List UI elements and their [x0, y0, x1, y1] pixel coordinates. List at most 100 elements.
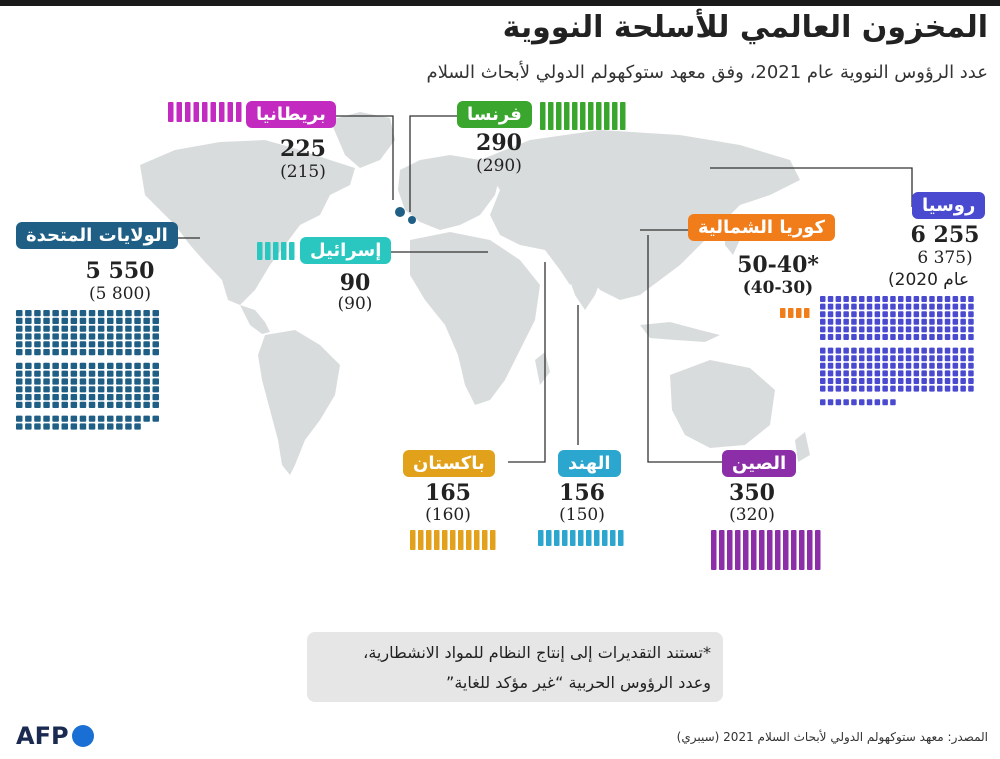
- warhead-icon: [79, 325, 87, 332]
- warhead-icon: [88, 386, 96, 393]
- warhead-icon: [586, 530, 592, 546]
- warhead-icon: [913, 385, 920, 392]
- warhead-icon: [25, 333, 32, 340]
- map-greenland: [330, 112, 395, 168]
- warhead-icon: [25, 394, 32, 401]
- warhead-icon: [913, 370, 920, 377]
- warhead-icon: [890, 370, 896, 377]
- value-uk: 225: [280, 136, 326, 162]
- warhead-icon: [851, 385, 857, 392]
- warhead-icon: [52, 333, 59, 340]
- warhead-icon: [882, 378, 888, 384]
- warhead-icon: [851, 370, 857, 377]
- warhead-icon: [570, 530, 576, 546]
- warhead-icon: [921, 334, 927, 340]
- warhead-icon: [107, 325, 114, 332]
- warhead-icon: [960, 311, 966, 318]
- map-new-zealand: [795, 432, 810, 462]
- warhead-icon: [960, 296, 966, 302]
- warhead-icon: [960, 347, 966, 354]
- warhead-icon: [152, 401, 159, 408]
- warhead-icon: [807, 530, 813, 570]
- pictogram-icons: [16, 102, 974, 570]
- warhead-icon: [604, 102, 610, 130]
- warhead-icon: [116, 349, 123, 356]
- warhead-icon: [905, 385, 912, 392]
- warhead-icon: [88, 362, 96, 369]
- warhead-icon: [602, 530, 608, 546]
- warhead-icon: [52, 349, 59, 356]
- warhead-icon: [929, 362, 935, 369]
- warhead-icon: [79, 317, 87, 324]
- warhead-icon: [937, 303, 943, 310]
- warhead-icon: [866, 399, 873, 406]
- label-pakistan: باكستان: [403, 450, 495, 477]
- value-north-korea: 50-40*: [737, 252, 819, 278]
- afp-logo-text: AFP: [16, 722, 69, 750]
- warhead-icon: [210, 102, 216, 122]
- warhead-icon: [61, 341, 68, 348]
- warhead-icon: [820, 378, 826, 384]
- value-china: 350: [729, 480, 775, 506]
- warhead-icon: [866, 303, 873, 310]
- warhead-icon: [43, 317, 50, 324]
- afp-logo: AFP: [16, 722, 94, 750]
- warhead-icon: [34, 333, 41, 340]
- warhead-icon: [16, 394, 23, 401]
- warhead-icon: [43, 370, 50, 377]
- warhead-icon: [960, 303, 966, 310]
- warhead-icon: [79, 394, 87, 401]
- warhead-icon: [874, 378, 881, 384]
- warhead-icon: [107, 378, 114, 385]
- warhead-icon: [898, 311, 904, 318]
- warhead-icon: [874, 326, 881, 333]
- warhead-icon: [960, 385, 966, 392]
- warhead-icon: [835, 399, 842, 406]
- warhead-icon: [944, 311, 951, 318]
- warhead-icon: [952, 370, 959, 377]
- warhead-icon: [905, 378, 912, 384]
- line-china: [647, 235, 724, 463]
- warhead-icon: [88, 325, 96, 332]
- warhead-icon: [70, 415, 78, 422]
- warhead-icon: [43, 423, 50, 430]
- prev-israel: (90): [337, 294, 373, 314]
- warhead-icon: [52, 310, 59, 317]
- warhead-icon: [34, 423, 41, 430]
- warhead-icon: [442, 530, 448, 550]
- warhead-icon: [88, 370, 96, 377]
- warhead-icon: [152, 370, 159, 377]
- warhead-icon: [97, 386, 105, 393]
- warhead-icon: [97, 378, 105, 385]
- warhead-icon: [827, 326, 834, 333]
- warhead-icon: [944, 385, 951, 392]
- warhead-icon: [767, 530, 773, 570]
- warhead-icon: [827, 303, 834, 310]
- warhead-icon: [898, 296, 904, 302]
- warhead-icon: [466, 530, 472, 550]
- warhead-icon: [944, 378, 951, 384]
- warhead-icon: [937, 311, 943, 318]
- warhead-icon: [827, 355, 834, 362]
- warhead-icon: [79, 401, 87, 408]
- warhead-icon: [874, 296, 881, 302]
- map-australia: [670, 360, 775, 448]
- warhead-icon: [79, 423, 87, 430]
- warhead-icon: [921, 303, 927, 310]
- label-israel: إسرائيل: [300, 237, 392, 264]
- warhead-icon: [202, 102, 208, 122]
- warhead-icon: [97, 401, 105, 408]
- warhead-icon: [929, 326, 935, 333]
- warhead-icon: [898, 378, 904, 384]
- warhead-icon: [913, 362, 920, 369]
- line-uk: [330, 115, 394, 200]
- warhead-icon: [874, 303, 881, 310]
- warhead-icon: [921, 318, 927, 325]
- warhead-icon: [61, 394, 68, 401]
- warhead-icon: [116, 317, 123, 324]
- warhead-icon: [107, 370, 114, 377]
- warhead-icon: [97, 341, 105, 348]
- warhead-icon: [43, 325, 50, 332]
- warhead-icon: [905, 370, 912, 377]
- warhead-icon: [874, 370, 881, 377]
